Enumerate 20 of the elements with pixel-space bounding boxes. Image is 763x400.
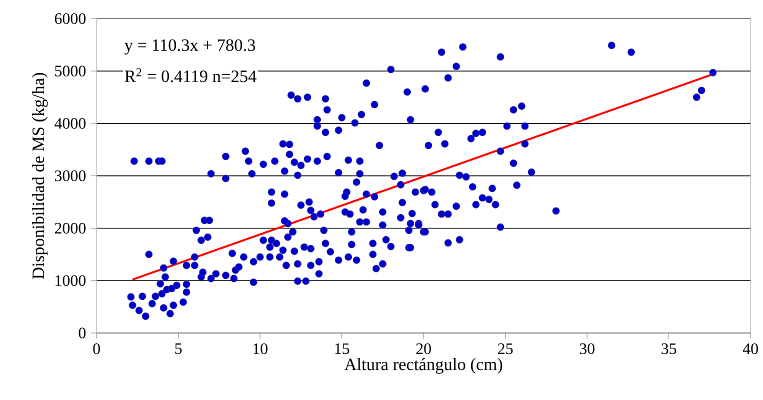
x-tick-label: 30	[580, 344, 594, 354]
y-tick-label: 6000	[54, 13, 86, 24]
x-tick-label: 10	[253, 344, 268, 354]
y-tick-label: 0	[78, 328, 86, 339]
x-tick-label: 20	[416, 344, 431, 354]
y-tick-label: 1000	[56, 275, 86, 286]
y-tick-label: 5000	[55, 66, 86, 77]
x-tick-label: 40	[742, 344, 758, 354]
x-tick-label: 35	[662, 344, 676, 354]
y-tick-label: 2000	[54, 223, 86, 234]
y-tick-label: 4000	[54, 118, 86, 130]
x-tick-label: 25	[498, 344, 513, 354]
y-tick-label: 3000	[54, 170, 86, 182]
y-axis-title: Disponibilidad de MS (kg/ha)	[32, 73, 48, 280]
x-tick-label: 15	[335, 344, 350, 354]
x-tick-label: 5	[175, 344, 182, 354]
annotation: y = 110.3x + 780.3	[124, 40, 256, 55]
annotation: R$^{2}$ = 0.4119 n=254	[124, 68, 256, 82]
x-axis-title: Altura rectángulo (cm)	[344, 358, 502, 374]
x-tick-label: 0	[93, 344, 100, 354]
